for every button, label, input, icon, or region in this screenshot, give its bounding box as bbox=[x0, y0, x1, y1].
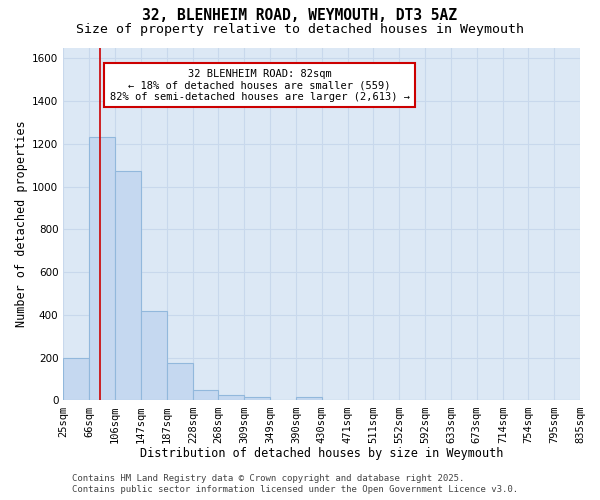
Bar bbox=[296, 398, 322, 400]
Bar bbox=[193, 390, 218, 400]
Bar bbox=[244, 398, 270, 400]
Bar bbox=[167, 363, 193, 401]
Y-axis label: Number of detached properties: Number of detached properties bbox=[15, 120, 28, 328]
Text: Contains HM Land Registry data © Crown copyright and database right 2025.
Contai: Contains HM Land Registry data © Crown c… bbox=[72, 474, 518, 494]
Bar bbox=[63, 358, 89, 401]
Text: 32 BLENHEIM ROAD: 82sqm
← 18% of detached houses are smaller (559)
82% of semi-d: 32 BLENHEIM ROAD: 82sqm ← 18% of detache… bbox=[110, 68, 410, 102]
X-axis label: Distribution of detached houses by size in Weymouth: Distribution of detached houses by size … bbox=[140, 447, 503, 460]
Text: Size of property relative to detached houses in Weymouth: Size of property relative to detached ho… bbox=[76, 22, 524, 36]
Text: 32, BLENHEIM ROAD, WEYMOUTH, DT3 5AZ: 32, BLENHEIM ROAD, WEYMOUTH, DT3 5AZ bbox=[143, 8, 458, 22]
Bar bbox=[218, 394, 244, 400]
Bar bbox=[115, 170, 141, 400]
Bar bbox=[141, 310, 167, 400]
Bar bbox=[89, 138, 115, 400]
